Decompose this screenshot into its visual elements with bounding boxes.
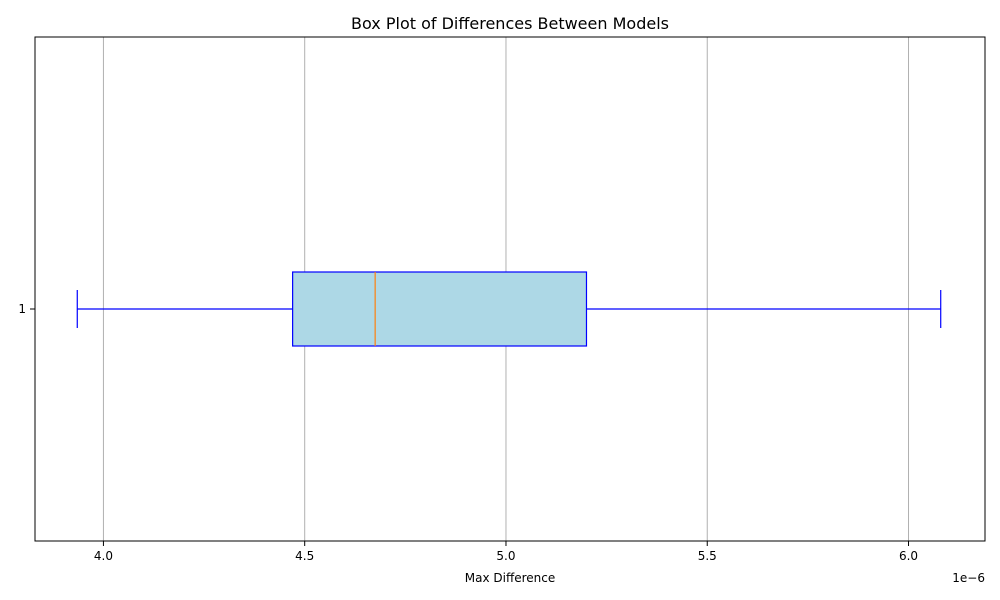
x-tick-label: 5.0 (496, 549, 515, 563)
x-axis-label: Max Difference (465, 571, 556, 585)
chart-title: Box Plot of Differences Between Models (351, 14, 669, 33)
x-tick-label: 4.0 (94, 549, 113, 563)
axes: 4.0 4.5 5.0 5.5 6.0 1 (18, 302, 918, 563)
y-tick-label: 1 (18, 302, 26, 316)
x-axis-scale-label: 1e−6 (952, 571, 985, 585)
iqr-box (292, 271, 588, 347)
plot-area (76, 271, 942, 347)
x-tick-label: 4.5 (295, 549, 314, 563)
plot-frame (34, 36, 986, 542)
x-tick-label: 6.0 (899, 549, 918, 563)
x-tick-label: 5.5 (698, 549, 717, 563)
